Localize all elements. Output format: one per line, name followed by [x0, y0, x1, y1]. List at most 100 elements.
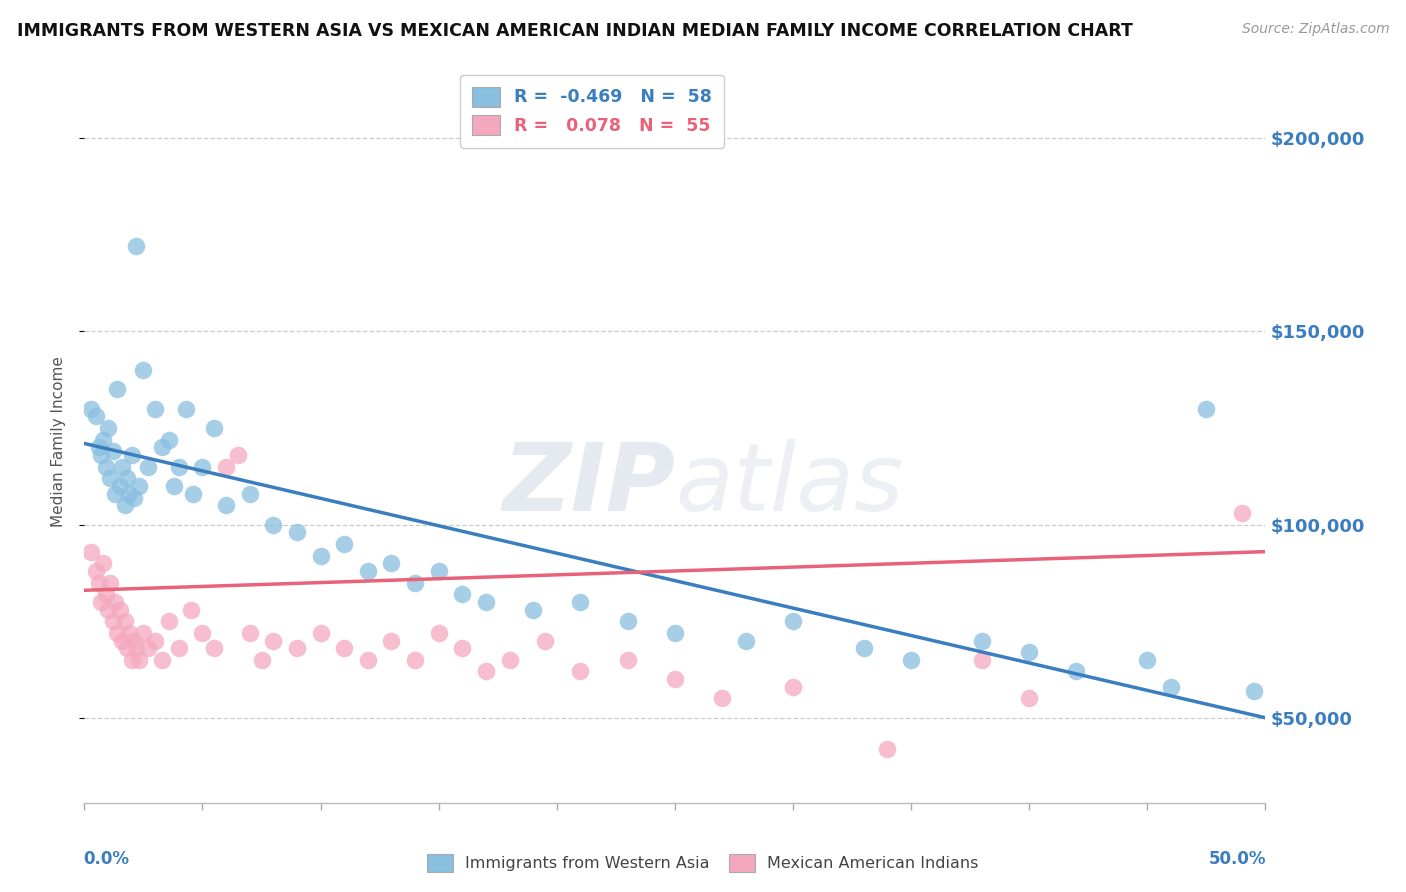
Point — [80, 544, 103, 558]
Point — [91, 556, 114, 570]
Point — [475, 595, 498, 609]
Point — [357, 564, 380, 578]
Point — [94, 587, 117, 601]
Point — [876, 741, 898, 756]
Point — [143, 633, 166, 648]
Point — [333, 641, 356, 656]
Point — [1243, 683, 1265, 698]
Point — [84, 409, 107, 424]
Point — [1066, 665, 1088, 679]
Point — [157, 433, 180, 447]
Point — [84, 564, 107, 578]
Point — [87, 575, 110, 590]
Point — [191, 459, 214, 474]
Point — [664, 672, 686, 686]
Point — [1136, 653, 1159, 667]
Point — [108, 602, 131, 616]
Point — [98, 575, 121, 590]
Point — [522, 602, 544, 616]
Point — [664, 625, 686, 640]
Point — [357, 653, 380, 667]
Point — [132, 363, 155, 377]
Point — [333, 537, 356, 551]
Point — [114, 614, 136, 628]
Point — [108, 479, 131, 493]
Point — [1018, 645, 1040, 659]
Point — [309, 549, 332, 563]
Point — [427, 564, 450, 578]
Point — [94, 459, 117, 474]
Point — [239, 625, 262, 640]
Y-axis label: Median Family Income: Median Family Income — [51, 356, 66, 527]
Point — [226, 448, 249, 462]
Point — [309, 625, 332, 640]
Point — [970, 653, 993, 667]
Point — [181, 486, 204, 500]
Point — [734, 633, 756, 648]
Point — [111, 459, 134, 474]
Point — [121, 653, 143, 667]
Point — [97, 602, 120, 616]
Point — [404, 575, 426, 590]
Point — [475, 665, 498, 679]
Point — [285, 641, 308, 656]
Point — [125, 239, 148, 253]
Point — [136, 641, 159, 656]
Point — [115, 641, 138, 656]
Point — [202, 421, 225, 435]
Point — [285, 525, 308, 540]
Point — [380, 556, 402, 570]
Text: 50.0%: 50.0% — [1209, 850, 1267, 868]
Point — [1230, 506, 1253, 520]
Point — [215, 459, 238, 474]
Point — [136, 459, 159, 474]
Point — [569, 595, 592, 609]
Point — [616, 653, 638, 667]
Point — [380, 633, 402, 648]
Point — [104, 486, 127, 500]
Point — [125, 641, 148, 656]
Point — [118, 486, 141, 500]
Point — [250, 653, 273, 667]
Point — [87, 440, 110, 454]
Point — [202, 641, 225, 656]
Point — [157, 614, 180, 628]
Point — [97, 421, 120, 435]
Legend: R =  -0.469   N =  58, R =   0.078   N =  55: R = -0.469 N = 58, R = 0.078 N = 55 — [460, 75, 724, 147]
Point — [163, 479, 186, 493]
Point — [167, 459, 190, 474]
Point — [900, 653, 922, 667]
Point — [107, 383, 129, 397]
Point — [174, 401, 197, 416]
Point — [451, 587, 474, 601]
Legend: Immigrants from Western Asia, Mexican American Indians: Immigrants from Western Asia, Mexican Am… — [419, 847, 987, 880]
Point — [90, 595, 112, 609]
Point — [1018, 691, 1040, 706]
Point — [143, 401, 166, 416]
Point — [121, 448, 143, 462]
Point — [1160, 680, 1182, 694]
Point — [427, 625, 450, 640]
Point — [180, 602, 202, 616]
Point — [90, 448, 112, 462]
Point — [150, 653, 173, 667]
Point — [970, 633, 993, 648]
Text: IMMIGRANTS FROM WESTERN ASIA VS MEXICAN AMERICAN INDIAN MEDIAN FAMILY INCOME COR: IMMIGRANTS FROM WESTERN ASIA VS MEXICAN … — [17, 22, 1133, 40]
Point — [118, 625, 141, 640]
Point — [852, 641, 875, 656]
Point — [404, 653, 426, 667]
Point — [239, 486, 262, 500]
Point — [782, 680, 804, 694]
Point — [104, 595, 127, 609]
Point — [569, 665, 592, 679]
Point — [98, 471, 121, 485]
Point — [80, 401, 103, 416]
Point — [122, 491, 145, 505]
Point — [128, 653, 150, 667]
Text: ZIP: ZIP — [502, 439, 675, 531]
Point — [782, 614, 804, 628]
Point — [215, 498, 238, 512]
Point — [128, 479, 150, 493]
Point — [91, 433, 114, 447]
Point — [107, 625, 129, 640]
